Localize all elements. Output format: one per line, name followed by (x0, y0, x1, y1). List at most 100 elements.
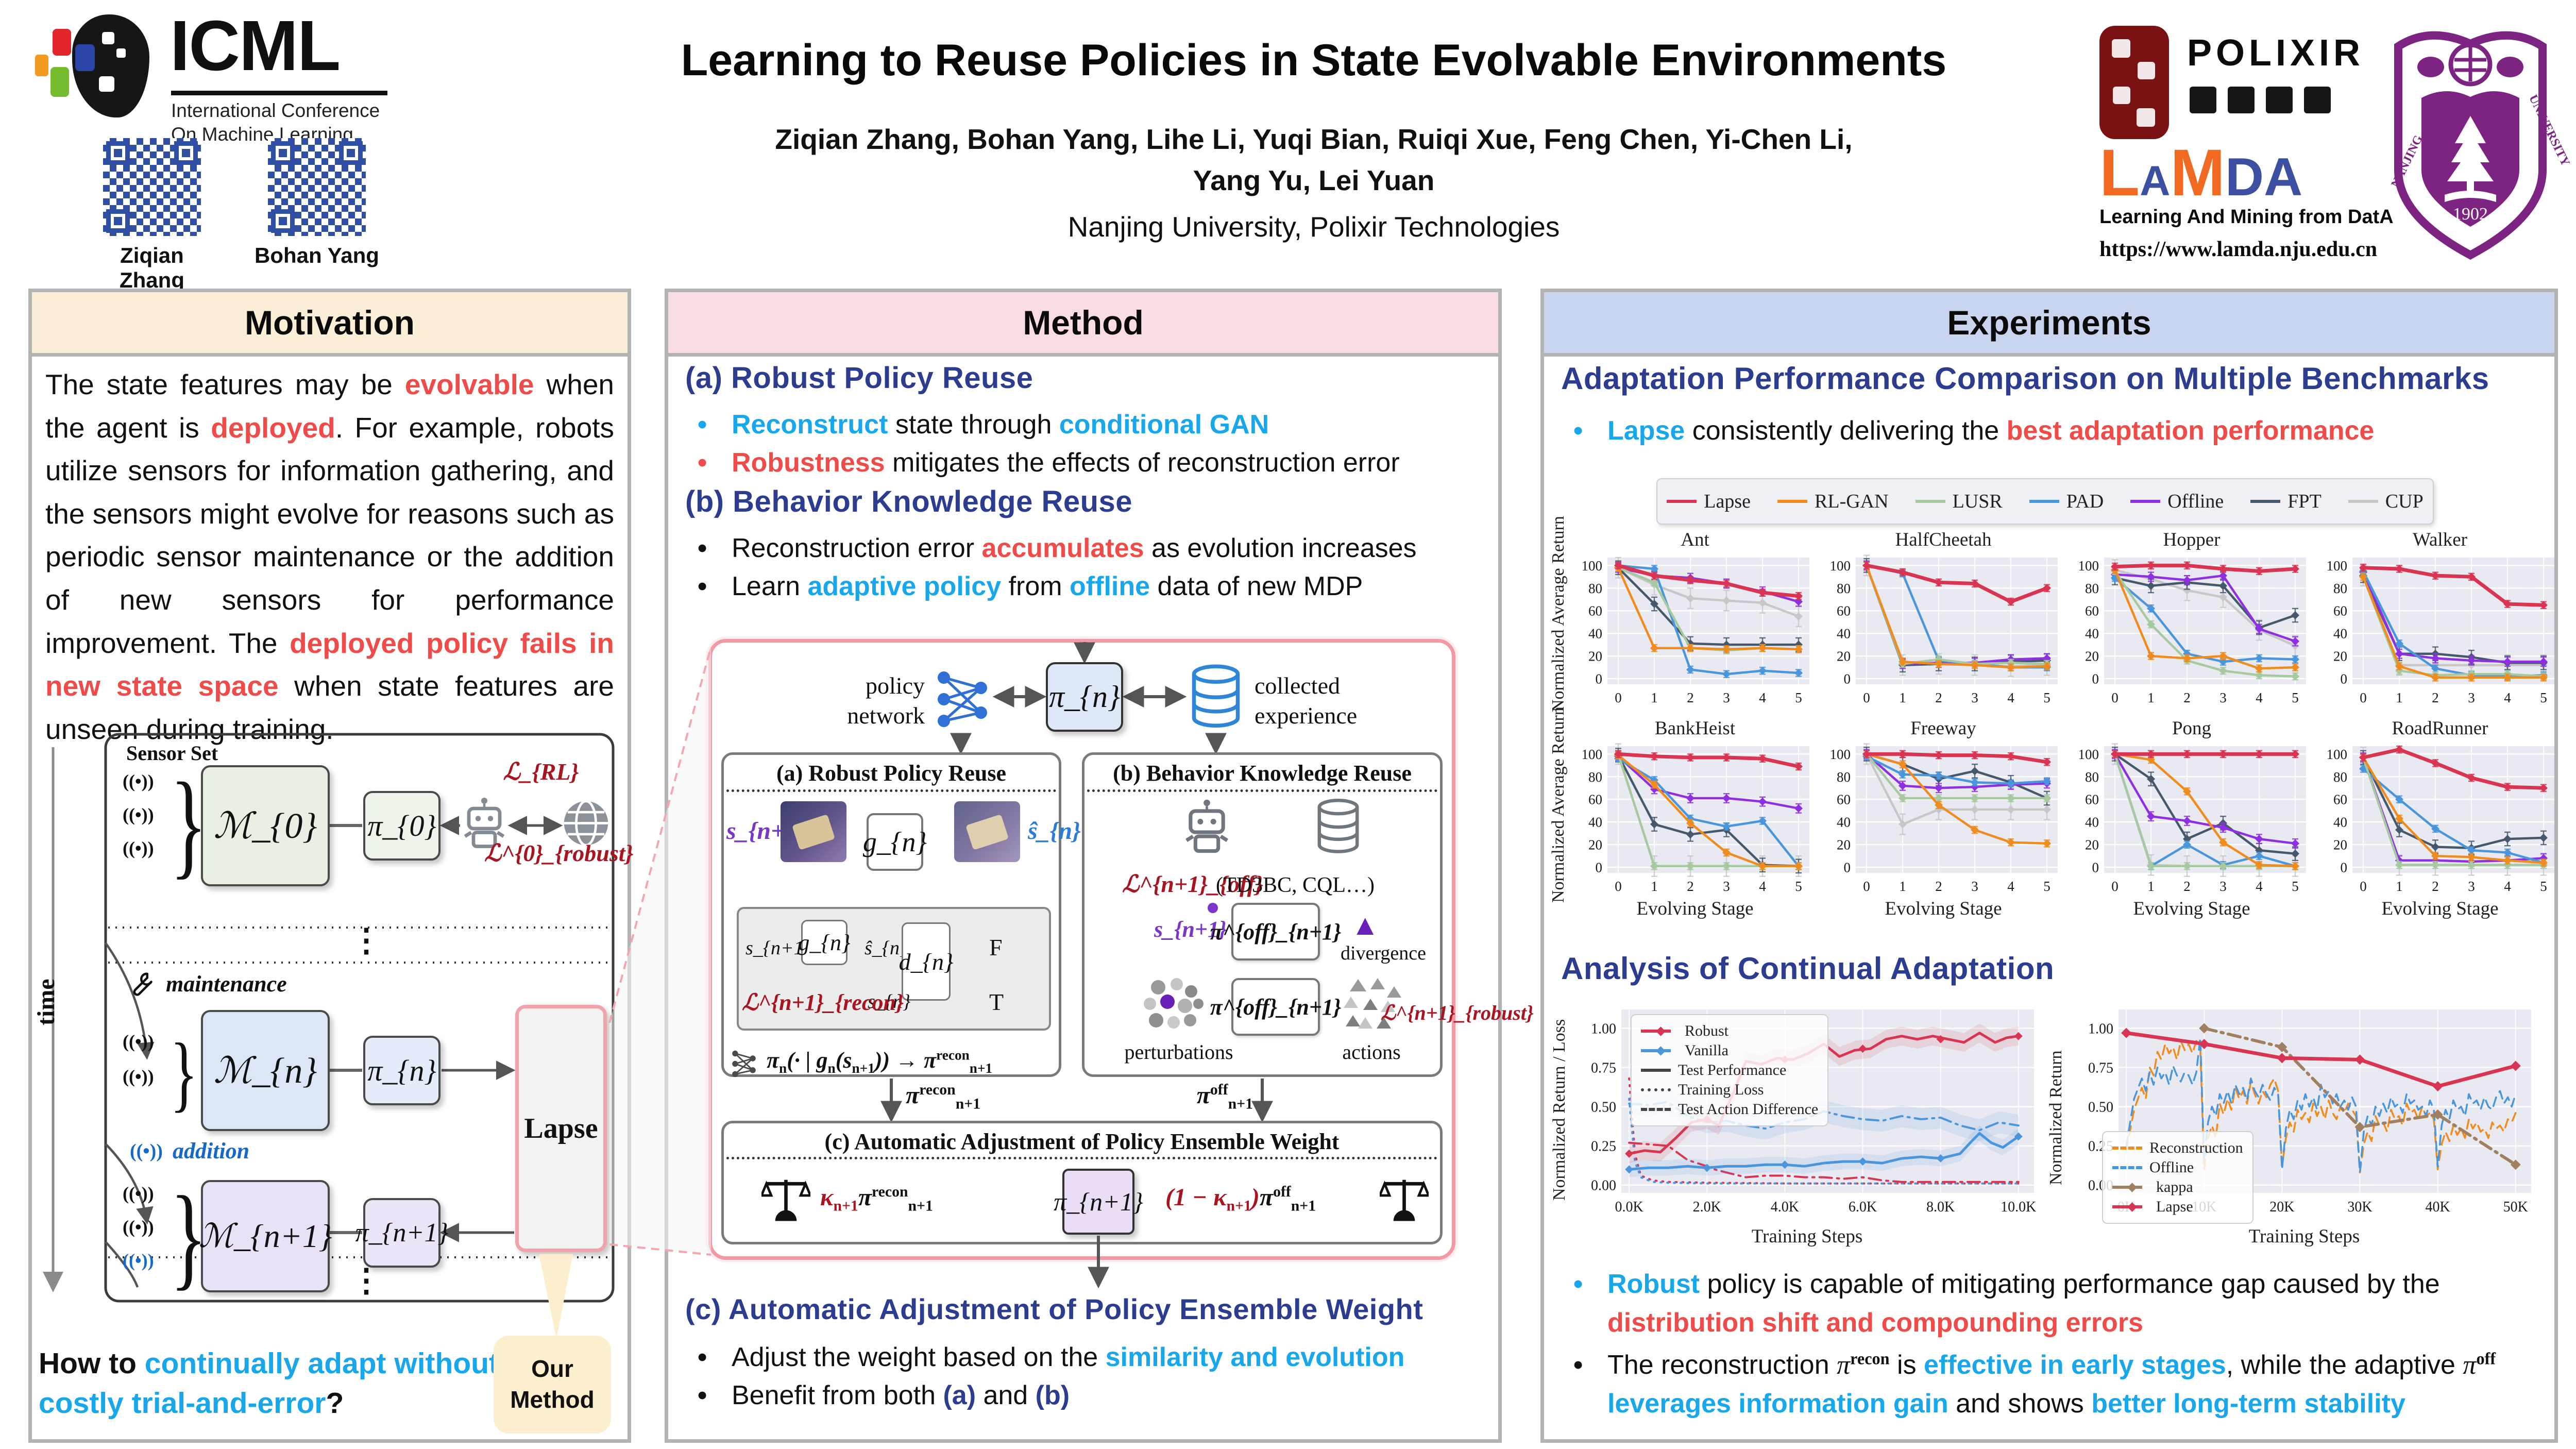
svg-text:40K: 40K (2426, 1199, 2450, 1215)
svg-text:3: 3 (2468, 879, 2475, 894)
legend-item: FPT (2250, 490, 2321, 513)
polixir-seal-icon (2099, 26, 2169, 139)
svg-text:0: 0 (1615, 879, 1622, 894)
legend-item: Offline (2112, 1159, 2243, 1176)
svg-text:40: 40 (1588, 626, 1602, 642)
svg-text:20: 20 (1588, 649, 1602, 664)
svg-text:80: 80 (2333, 769, 2347, 785)
svg-text:3: 3 (2219, 690, 2227, 705)
svg-text:80: 80 (1837, 769, 1851, 785)
ellipsis: ⋮ (350, 1263, 382, 1299)
our-method-callout: Our Method (494, 1336, 611, 1434)
svg-text:0.75: 0.75 (1591, 1060, 1616, 1076)
sensor-icon: ((•)) (123, 1031, 154, 1052)
loss-recon-label: ℒ^{n+1}_{recon} (742, 990, 904, 1015)
method-heading-a: (a) Robust Policy Reuse (685, 361, 1033, 395)
chart-pong: 0 20 40 60 80 100 0 1 2 3 4 5 (2078, 743, 2306, 894)
actions-label: actions (1342, 1040, 1401, 1064)
svg-text:60: 60 (2085, 603, 2099, 619)
svg-text:3: 3 (2468, 690, 2475, 705)
method-heading-b: (b) Behavior Knowledge Reuse (685, 485, 1133, 518)
svg-text:40: 40 (1837, 815, 1851, 830)
benchmark-heading: Adaptation Performance Comparison on Mul… (1561, 361, 2489, 396)
pi-off-box-2: π^{off}_{n+1} (1210, 978, 1341, 1036)
svg-text:40: 40 (2333, 815, 2347, 830)
svg-text:4.0K: 4.0K (1771, 1199, 1799, 1215)
action-triangle: ▲ (1351, 908, 1380, 941)
actions-icon (1344, 978, 1401, 1029)
svg-text:60: 60 (2333, 603, 2347, 619)
svg-text:2: 2 (1687, 690, 1694, 705)
icml-underline (171, 91, 387, 95)
recon-inner-box (737, 907, 1051, 1031)
lapse-box: Lapse (515, 1005, 607, 1252)
loss-off-label: ℒ^{n+1}_{off} (1122, 871, 1264, 897)
mdp-n-box: ℳ_{n} (201, 1010, 330, 1131)
svg-text:2: 2 (2432, 879, 2439, 894)
svg-text:0: 0 (2092, 671, 2099, 686)
qr-label-ziqian: Ziqian Zhang (120, 243, 184, 292)
experiments-bullet: • The reconstruction πrecon is effective … (1566, 1346, 2540, 1424)
addition-sensor-icon: ((•)) (130, 1140, 163, 1162)
chart-title-freeway: Freeway (1910, 718, 1976, 739)
svg-text:60: 60 (1588, 792, 1602, 807)
nju-year: 1902 (2453, 205, 2488, 224)
svg-text:1: 1 (1899, 690, 1906, 705)
svg-text:0: 0 (1844, 671, 1851, 686)
chart-bankheist: 0 20 40 60 80 100 0 1 2 3 4 5 (1582, 743, 1809, 894)
svg-text:100: 100 (1582, 747, 1603, 762)
sensor-icon: ((•)) (123, 804, 154, 825)
s-hat-label: ŝ_{n} (1028, 817, 1081, 845)
chart-title-halfcheetah: HalfCheetah (1895, 529, 1992, 550)
svg-text:2: 2 (1687, 879, 1694, 894)
chart-title-walker: Walker (2413, 529, 2467, 550)
lamda-url: https://www.lamda.nju.edu.cn (2099, 238, 2378, 261)
svg-text:4: 4 (2007, 879, 2014, 894)
scales-icon (761, 1180, 810, 1221)
legend-item: RL-GAN (1777, 490, 1889, 513)
training-steps-label: Training Steps (1751, 1226, 1863, 1247)
svg-text:80: 80 (2085, 769, 2099, 785)
motivation-paragraph: The state features may be evolvable when… (45, 368, 615, 745)
svg-text:0: 0 (1844, 860, 1851, 875)
header: ICML International Conference On Machine… (0, 0, 2576, 292)
svg-text:0: 0 (1863, 879, 1870, 894)
bullet-dot: • (1573, 1269, 1583, 1299)
bullet-dot: • (698, 533, 707, 563)
svg-text:0: 0 (1615, 690, 1622, 705)
svg-text:100: 100 (1582, 558, 1603, 574)
svg-text:40: 40 (2333, 626, 2347, 642)
x-axis-label: Evolving Stage (1636, 898, 1754, 919)
svg-text:1: 1 (1651, 690, 1658, 705)
chart-title-hopper: Hopper (2163, 529, 2221, 550)
sensor-icon: ((•)) (123, 1183, 154, 1204)
reconstructed-image (954, 801, 1020, 862)
policy-network-icon (938, 671, 987, 727)
legend-item: Reconstruction (2112, 1139, 2243, 1157)
loss-robust0-label: ℒ^{0}_{robust} (484, 840, 634, 866)
icml-square-orange (35, 55, 48, 76)
svg-text:60: 60 (1837, 603, 1851, 619)
motivation-question: How to continually adapt without costly … (39, 1347, 499, 1420)
x-axis-label: Evolving Stage (2133, 898, 2250, 919)
svg-text:5: 5 (1795, 690, 1802, 705)
sensor-set-label: Sensor Set (126, 742, 218, 765)
svg-text:0.00: 0.00 (1591, 1178, 1616, 1194)
robot-icon (1185, 799, 1228, 853)
legend-item: Test Action Difference (1641, 1101, 1818, 1118)
ellipsis: ⋮ (350, 923, 382, 958)
svg-text:1.00: 1.00 (2088, 1021, 2113, 1037)
svg-text:0.25: 0.25 (1591, 1139, 1616, 1155)
experiments-header: Experiments (1544, 292, 2554, 357)
sensor-icon: ((•)) (123, 1066, 154, 1087)
svg-text:0: 0 (2360, 690, 2367, 705)
svg-text:80: 80 (1588, 581, 1602, 596)
svg-text:1.00: 1.00 (1591, 1021, 1616, 1037)
pi-recon-arrow-label: πreconn+1 (906, 1081, 981, 1113)
svg-text:3: 3 (1971, 690, 1978, 705)
mdp-0-box: ℳ_{0} (201, 765, 330, 886)
qr-label-bohan: Bohan Yang (255, 243, 379, 267)
svg-text:2: 2 (2183, 879, 2191, 894)
svg-text:10.0K: 10.0K (2001, 1199, 2036, 1215)
svg-text:5: 5 (2043, 879, 2050, 894)
